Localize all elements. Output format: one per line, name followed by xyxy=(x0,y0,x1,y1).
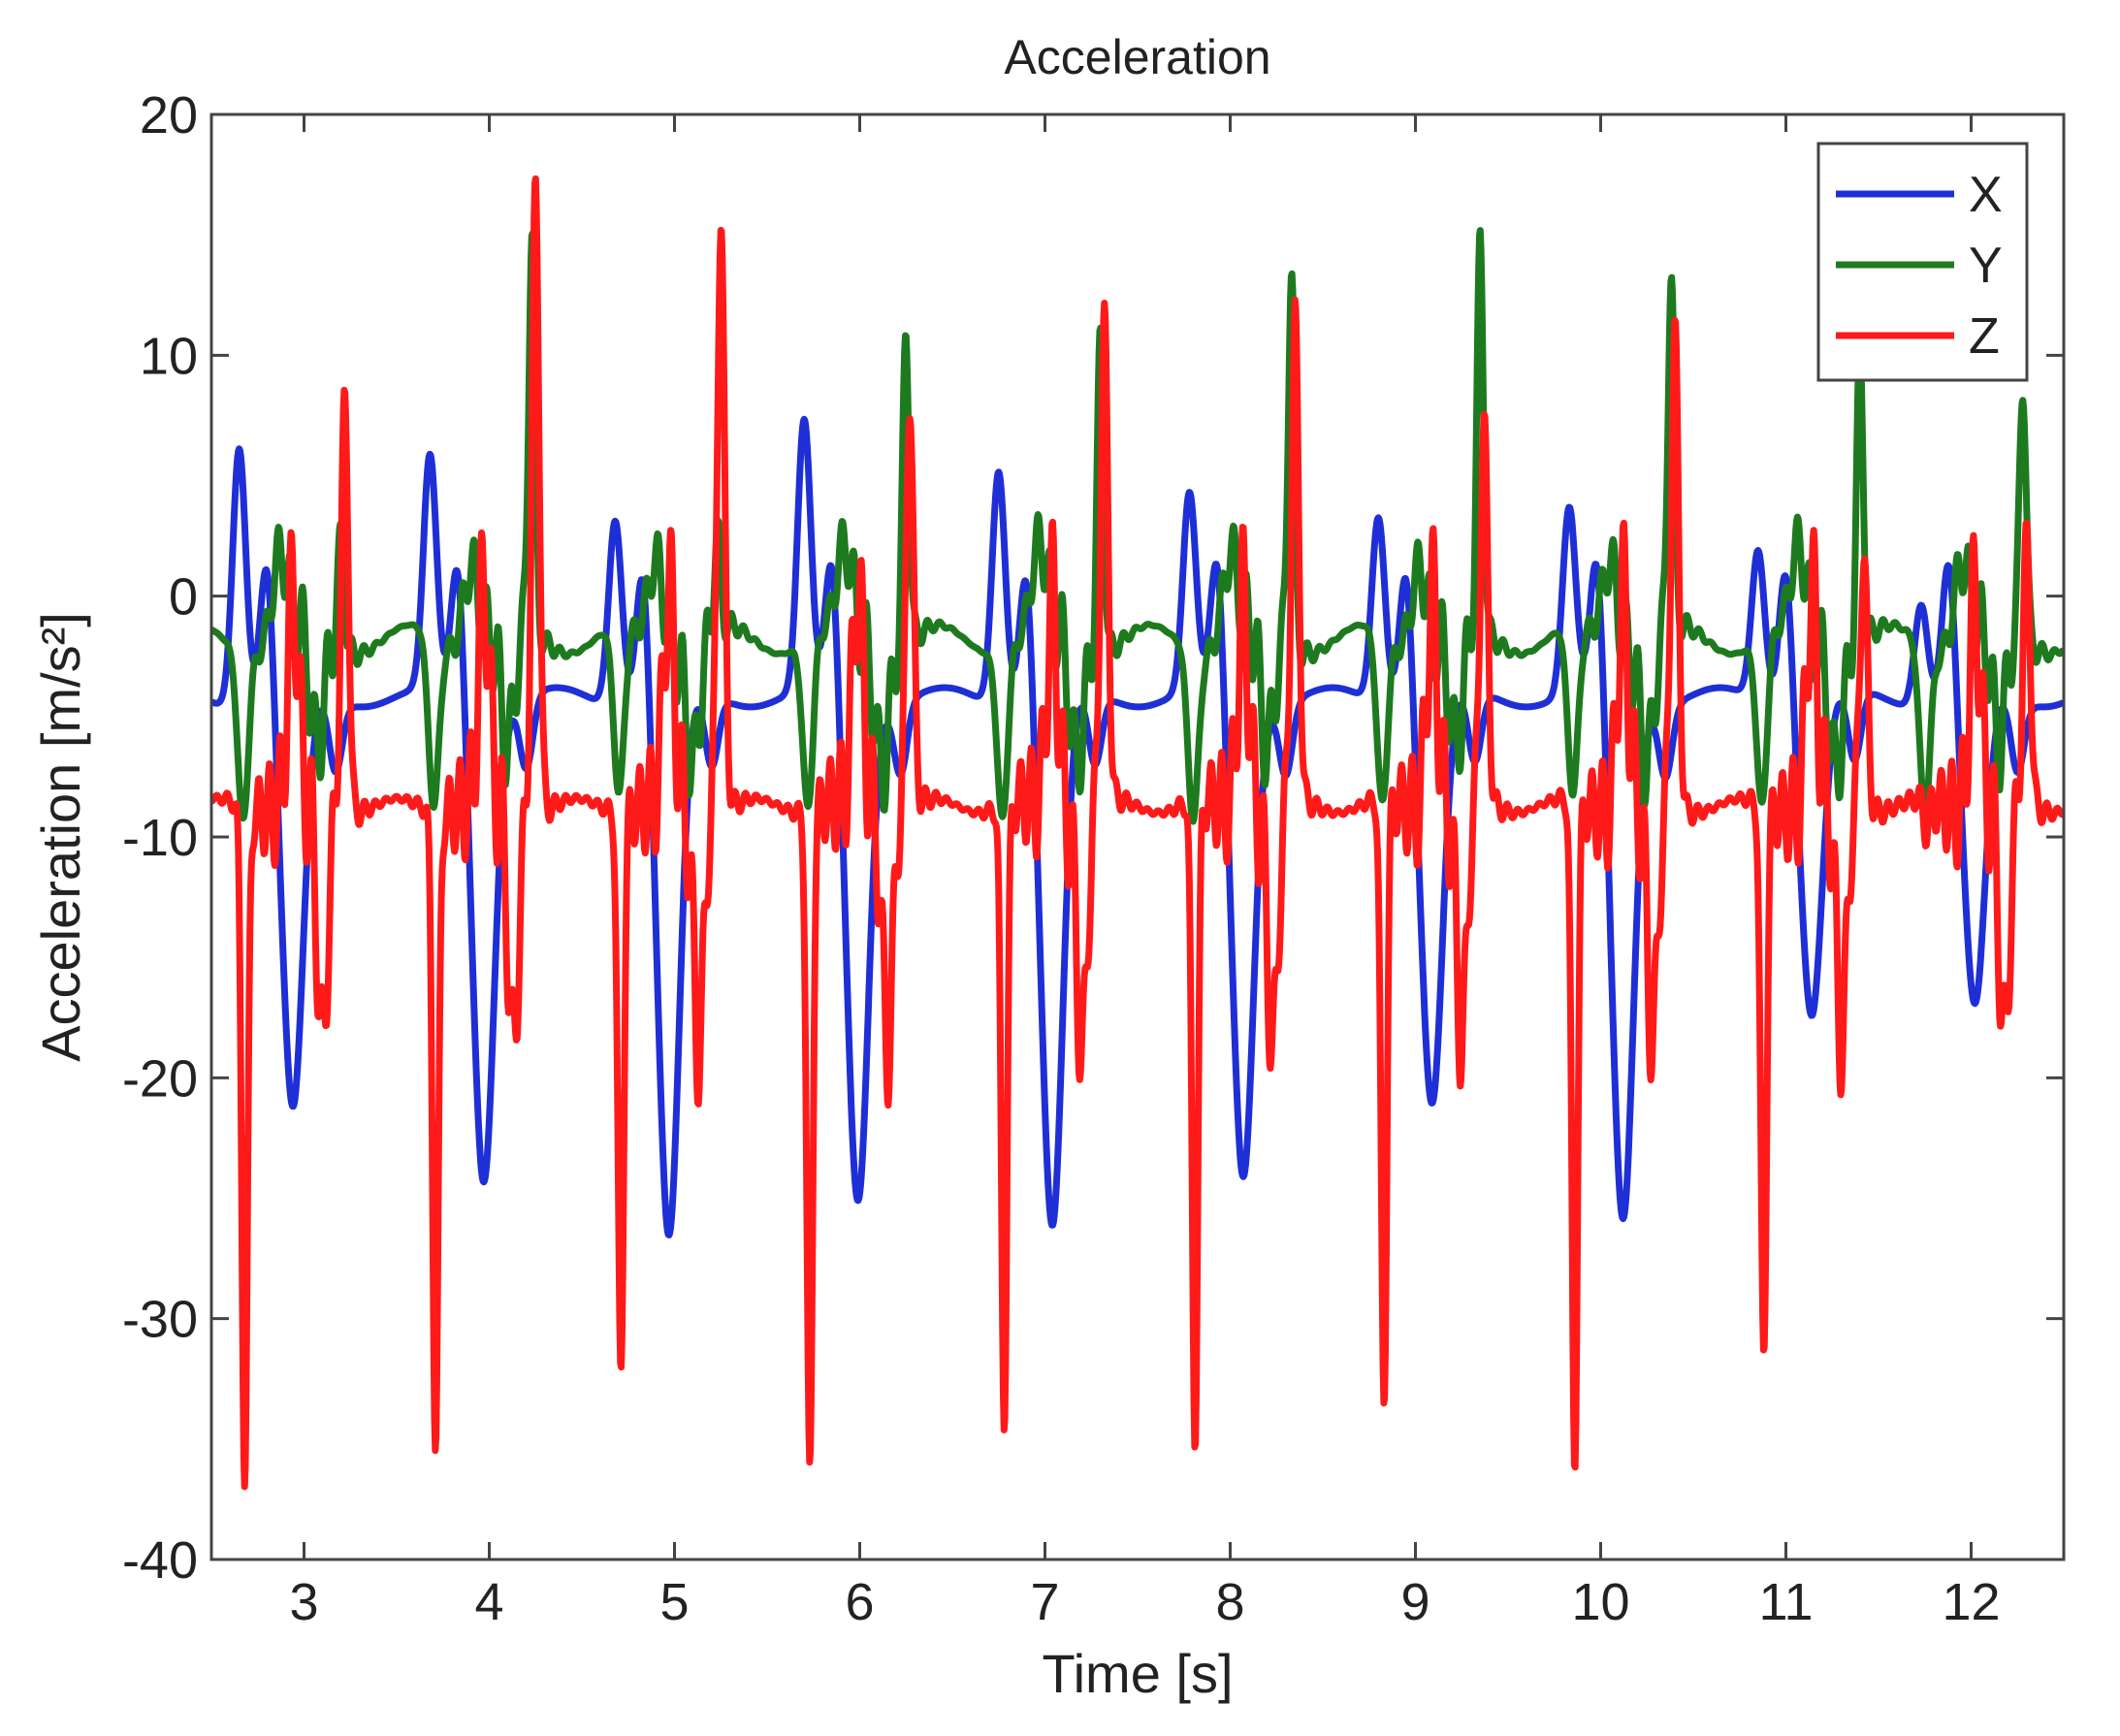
x-tick-label: 9 xyxy=(1400,1573,1429,1631)
y-axis-label: Acceleration [m/s²] xyxy=(30,612,91,1062)
y-tick-label: 10 xyxy=(140,327,198,385)
series-z-line xyxy=(211,175,2064,1491)
x-tick-label: 11 xyxy=(1758,1573,1813,1631)
tick-layer: 3 4 5 6 7 8 9 10 11 12 20 10 0 -10 -20 -30 -40 xyxy=(122,86,2064,1631)
series-layer xyxy=(211,175,2064,1491)
series-y-line xyxy=(211,227,2064,825)
legend: X Y Z xyxy=(1816,142,2029,382)
y-tick-label: -20 xyxy=(122,1049,198,1108)
legend-label-y: Y xyxy=(1969,238,2003,294)
x-tick-label: 5 xyxy=(659,1573,689,1631)
legend-label-x: X xyxy=(1969,167,2003,223)
x-tick-label: 12 xyxy=(1942,1573,2000,1631)
x-tick-label: 8 xyxy=(1215,1573,1244,1631)
x-tick-label: 10 xyxy=(1571,1573,1629,1631)
y-tick-label: -30 xyxy=(122,1291,198,1349)
y-tick-label: -40 xyxy=(122,1531,198,1590)
chart-title: Acceleration xyxy=(1004,30,1270,84)
x-tick-label: 7 xyxy=(1030,1573,1059,1631)
y-tick-label: 20 xyxy=(140,86,198,145)
x-tick-label: 6 xyxy=(845,1573,874,1631)
x-tick-label: 3 xyxy=(289,1573,318,1631)
y-tick-label: 0 xyxy=(169,568,198,627)
x-tick-label: 4 xyxy=(474,1573,503,1631)
x-axis-label: Time [s] xyxy=(1042,1643,1233,1704)
series-x-line xyxy=(211,415,2064,1238)
legend-label-z: Z xyxy=(1969,308,2000,365)
y-tick-label: -10 xyxy=(122,809,198,867)
